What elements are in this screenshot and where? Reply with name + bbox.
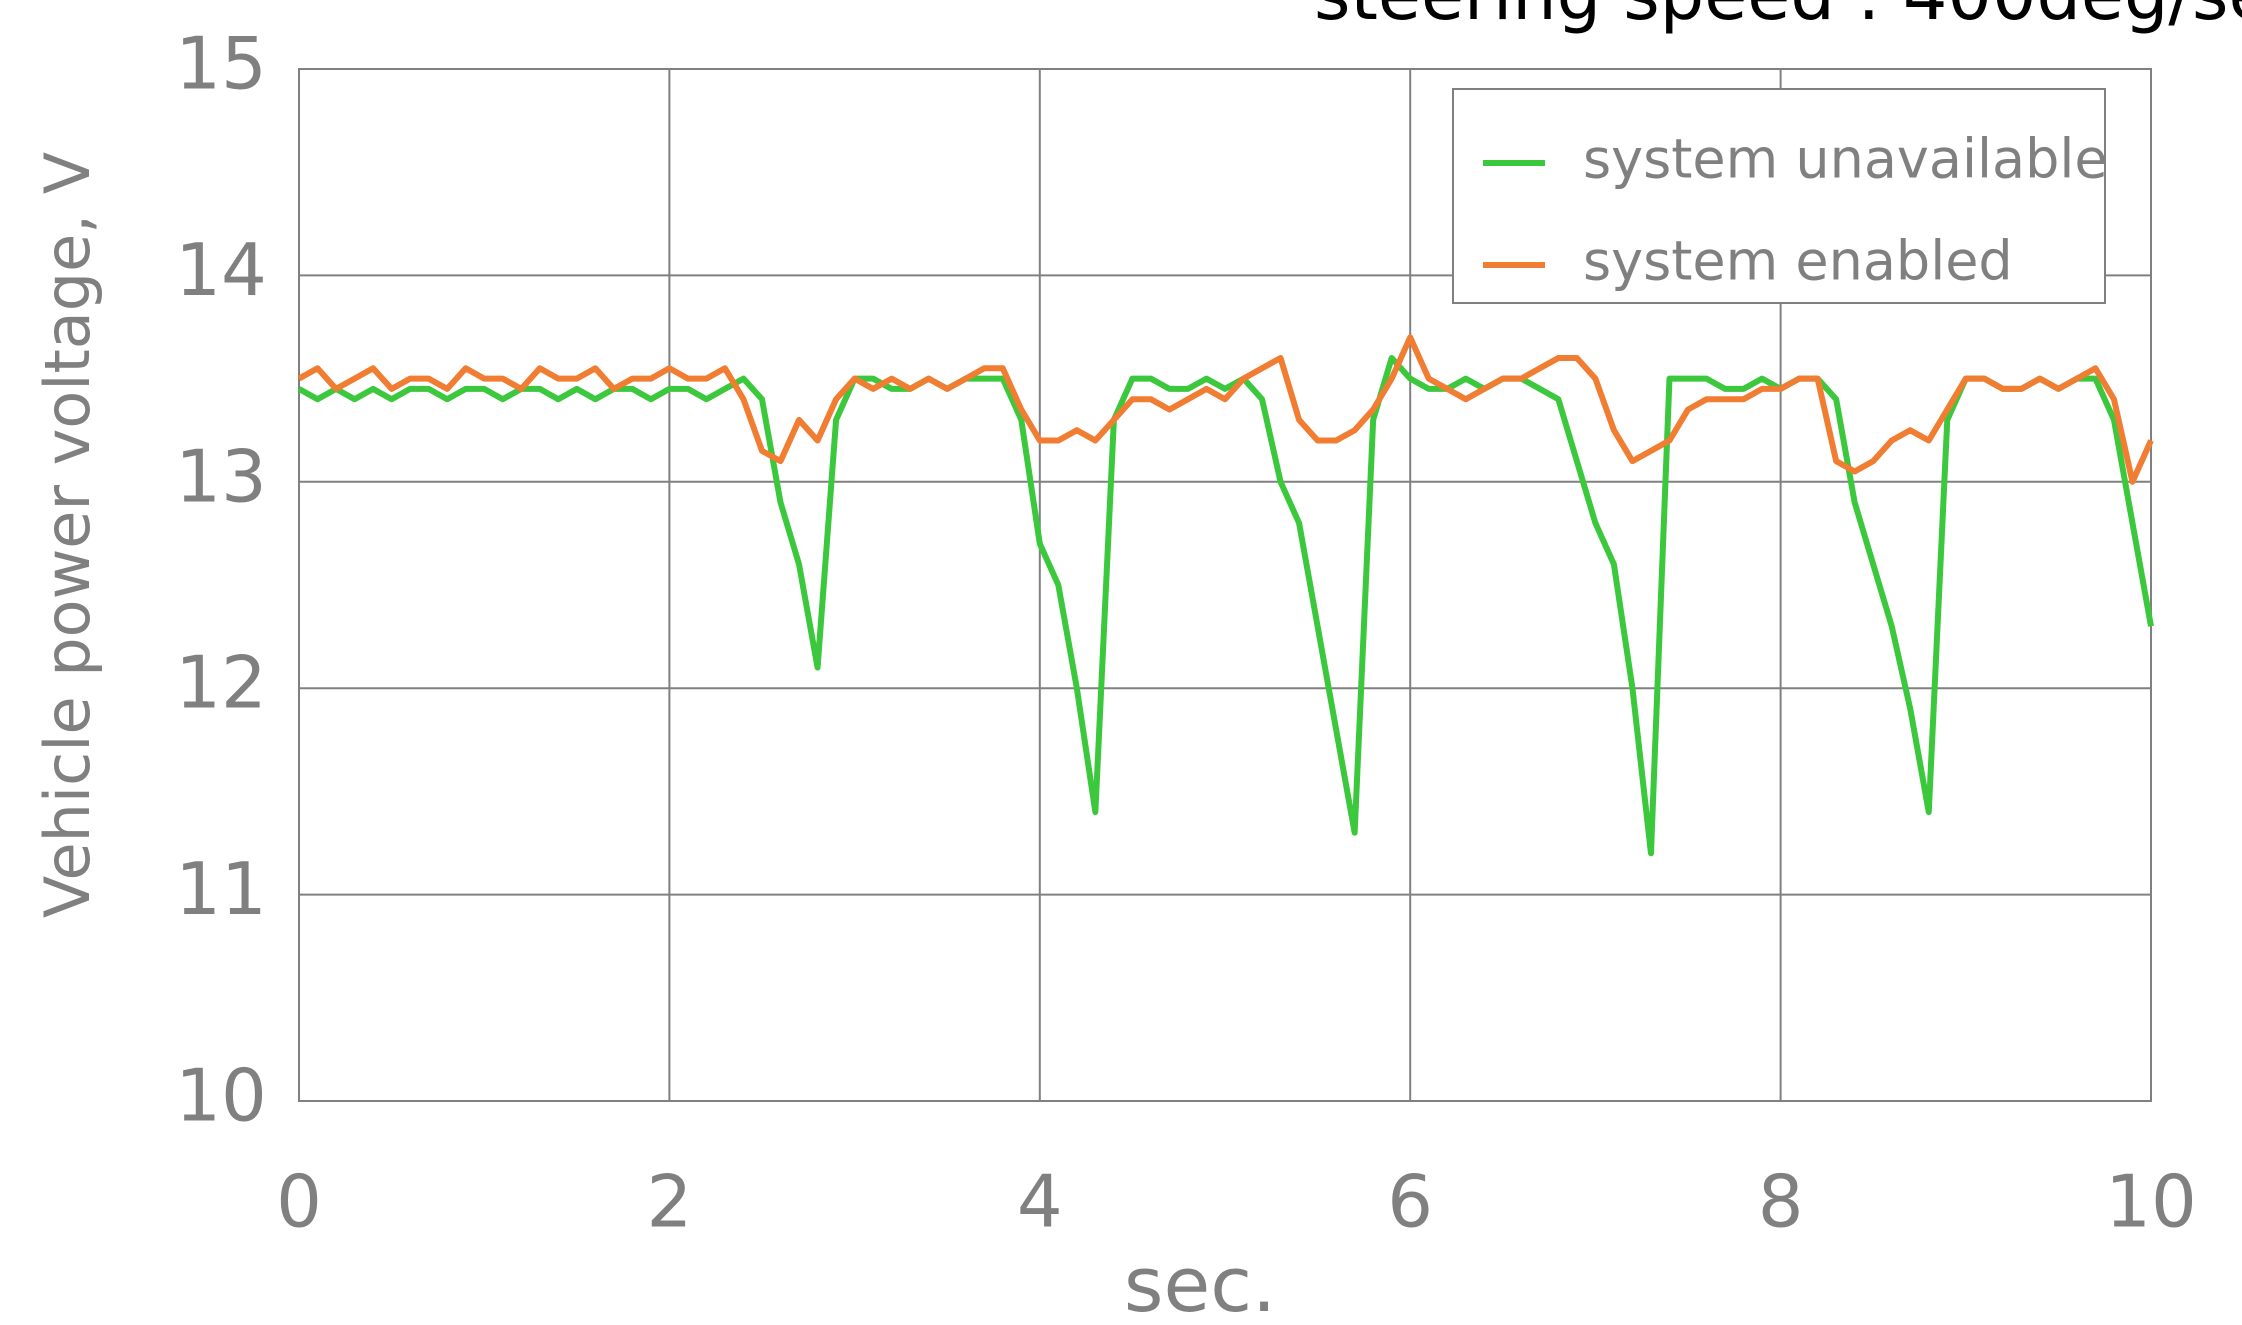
data-line [297,334,2154,485]
data-line [297,354,2154,857]
y-tick-label: 10 [175,1054,267,1138]
y-tick-label: 11 [175,847,267,931]
legend-box [1452,88,2106,304]
x-tick-label: 0 [276,1160,322,1244]
y-axis-label: Vehicle power voltage, V [31,152,104,918]
x-tick-label: 10 [2105,1160,2197,1244]
y-tick-label: 13 [175,434,267,518]
x-tick-label: 4 [1017,1160,1063,1244]
x-tick-label: 2 [646,1160,692,1244]
x-tick-label: 6 [1387,1160,1433,1244]
chart-title: steering speed : 400deg/sec [1314,0,2242,36]
legend-label: system enabled [1583,230,2013,293]
x-axis-label: sec. [1124,1240,1276,1325]
y-tick-label: 15 [175,22,267,106]
y-tick-label: 12 [175,641,267,725]
legend-label: system unavailable [1583,128,2108,191]
x-tick-label: 8 [1758,1160,1804,1244]
plot-frame [298,68,2152,1102]
y-tick-label: 14 [175,228,267,312]
